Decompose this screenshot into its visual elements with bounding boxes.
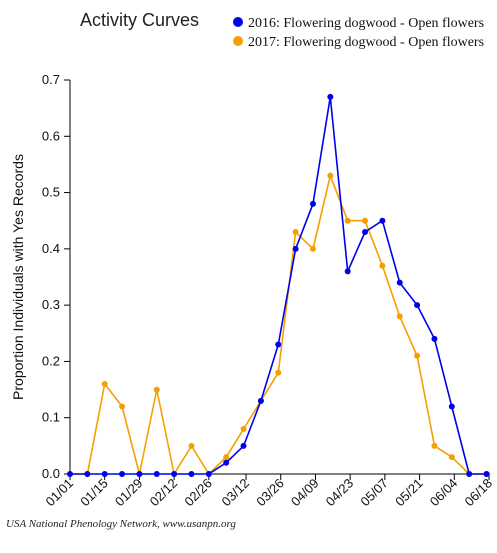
chart-title: Activity Curves xyxy=(80,10,199,30)
x-tick-label: 03/12 xyxy=(219,476,253,510)
data-point xyxy=(431,442,438,449)
y-tick-label: 0.2 xyxy=(42,353,60,368)
x-tick-label: 02/26 xyxy=(181,476,215,510)
series-2016 xyxy=(67,93,490,477)
data-point xyxy=(240,442,247,449)
data-point xyxy=(327,93,334,100)
x-tick-label: 03/26 xyxy=(253,476,287,510)
data-point xyxy=(119,471,126,477)
data-point xyxy=(275,341,282,348)
data-point xyxy=(309,245,316,252)
data-point xyxy=(292,245,299,252)
data-point xyxy=(362,217,369,224)
legend-marker-2016 xyxy=(233,17,243,27)
data-point xyxy=(448,454,455,461)
x-tick-label: 06/18 xyxy=(462,476,496,510)
data-point xyxy=(188,442,195,449)
x-tick-label: 05/07 xyxy=(357,476,391,510)
data-point xyxy=(101,380,108,387)
data-point xyxy=(257,397,264,404)
y-tick-label: 0.0 xyxy=(42,466,60,481)
data-point xyxy=(431,335,438,342)
data-point xyxy=(292,228,299,235)
series-line xyxy=(70,96,487,475)
x-tick-label: 04/09 xyxy=(288,476,322,510)
data-point xyxy=(119,403,126,410)
y-tick-label: 0.5 xyxy=(42,185,60,200)
data-point xyxy=(171,471,178,477)
data-point xyxy=(153,386,160,393)
series-line xyxy=(70,174,487,475)
data-point xyxy=(396,313,403,320)
legend-label-2017: 2017: Flowering dogwood - Open flowers xyxy=(248,35,484,50)
data-point xyxy=(136,471,143,477)
data-point xyxy=(223,454,230,461)
data-point xyxy=(327,172,334,179)
x-tick-label: 02/12 xyxy=(147,476,181,510)
y-axis-label: Proportion Individuals with Yes Records xyxy=(10,154,26,400)
data-point xyxy=(153,471,160,477)
x-tick-label: 06/04 xyxy=(427,476,461,510)
data-point xyxy=(84,471,91,477)
x-axis-ticks: 01/01 01/15 01/29 02/12 02/26 03/12 03/26 04/09… xyxy=(43,474,496,510)
legend-marker-2017 xyxy=(233,36,243,46)
series-2017 xyxy=(67,172,490,477)
data-point xyxy=(188,471,195,477)
data-point xyxy=(309,200,316,207)
data-point xyxy=(448,403,455,410)
y-tick-label: 0.4 xyxy=(42,241,60,256)
data-point xyxy=(101,471,108,477)
data-point xyxy=(379,217,386,224)
y-tick-label: 0.3 xyxy=(42,297,60,312)
y-tick-label: 0.6 xyxy=(42,128,60,143)
x-tick-label: 01/15 xyxy=(77,476,111,510)
data-point xyxy=(223,459,230,466)
data-point xyxy=(344,217,351,224)
data-point xyxy=(483,471,490,477)
series-layer xyxy=(67,93,490,477)
data-point xyxy=(466,471,473,477)
data-point xyxy=(275,369,282,376)
data-point xyxy=(414,352,421,359)
y-tick-label: 0.1 xyxy=(42,410,60,425)
x-tick-label: 05/21 xyxy=(392,476,426,510)
x-tick-label: 04/23 xyxy=(323,476,357,510)
data-point xyxy=(414,302,421,309)
data-point xyxy=(240,425,247,432)
data-point xyxy=(396,279,403,286)
data-point xyxy=(362,228,369,235)
data-point xyxy=(379,262,386,269)
y-axis-ticks: 0.0 0.1 0.2 0.3 0.4 0.5 0.6 0.7 xyxy=(42,72,70,481)
data-point xyxy=(344,268,351,275)
y-tick-label: 0.7 xyxy=(42,72,60,87)
credit-text: USA National Phenology Network, www.usan… xyxy=(6,518,236,530)
legend: 2016: Flowering dogwood - Open flowers 2… xyxy=(233,16,484,50)
legend-label-2016: 2016: Flowering dogwood - Open flowers xyxy=(248,16,484,31)
data-point xyxy=(205,471,212,477)
data-point xyxy=(67,471,73,477)
x-tick-label: 01/29 xyxy=(112,476,146,510)
